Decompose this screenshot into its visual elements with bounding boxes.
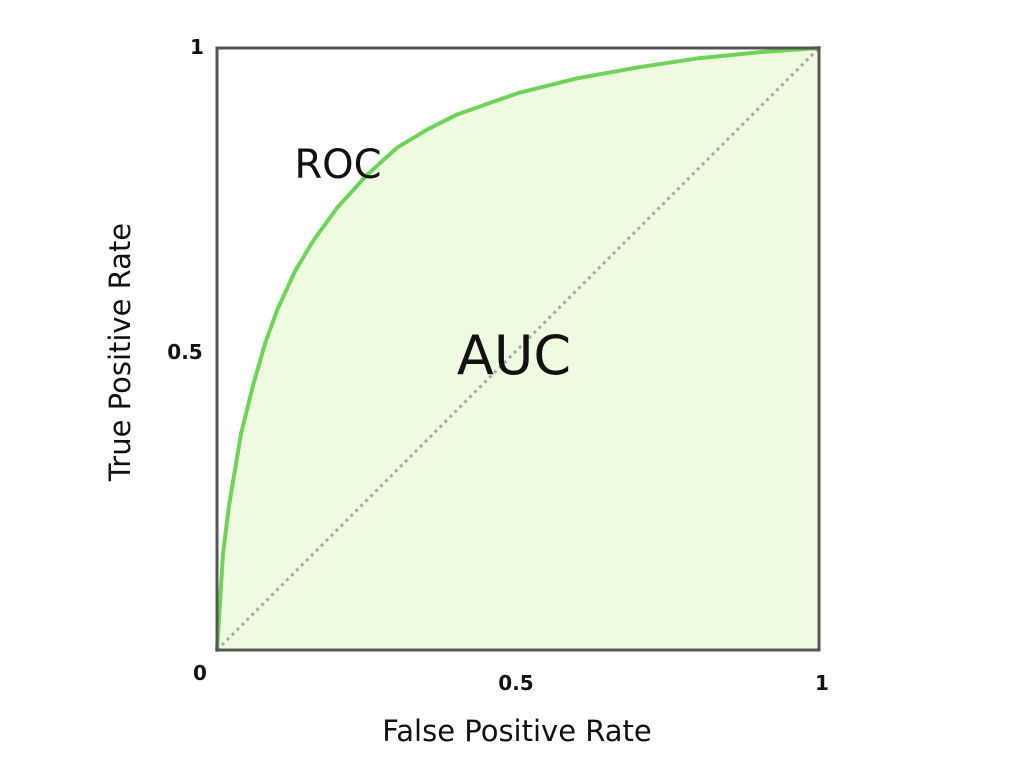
plot-area bbox=[215, 46, 821, 652]
y-tick-label: 1 bbox=[190, 35, 204, 59]
x-tick-label: 0 bbox=[193, 661, 207, 685]
y-tick-label: 0.5 bbox=[167, 340, 202, 364]
x-tick-label: 1 bbox=[815, 671, 829, 695]
auc-annotation: AUC bbox=[457, 324, 571, 387]
x-tick-label: 0.5 bbox=[498, 671, 533, 695]
roc-curve bbox=[215, 46, 821, 652]
plot-frame bbox=[215, 46, 821, 652]
roc-annotation: ROC bbox=[294, 142, 381, 188]
diagonal-reference-line bbox=[215, 46, 821, 652]
y-axis-label: True Positive Rate bbox=[103, 223, 137, 482]
x-axis-label: False Positive Rate bbox=[382, 714, 652, 748]
